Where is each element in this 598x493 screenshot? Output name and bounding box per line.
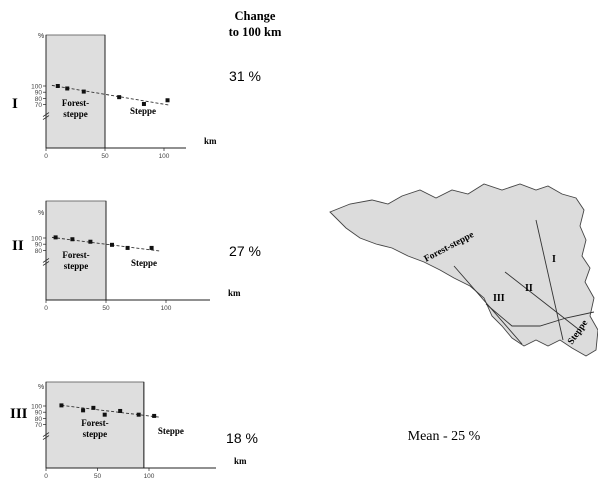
data-point bbox=[55, 84, 60, 88]
zone-label-forest-steppe: Forest-steppe bbox=[81, 418, 108, 439]
y-axis-label: % bbox=[38, 384, 44, 391]
y-tick-label: 100 bbox=[31, 236, 42, 243]
header-line-2: to 100 km bbox=[229, 25, 282, 39]
map-profile-label-III: III bbox=[493, 293, 505, 304]
panel-label: I bbox=[12, 96, 18, 112]
y-axis-break bbox=[42, 258, 50, 263]
y-tick-label: 90 bbox=[35, 242, 43, 249]
data-point bbox=[91, 405, 96, 410]
header-line-1: Change bbox=[235, 9, 276, 23]
y-tick-label: 100 bbox=[31, 84, 42, 91]
x-axis-label: km bbox=[234, 456, 247, 466]
data-point bbox=[102, 412, 107, 417]
map-profile-label-I: I bbox=[552, 254, 556, 265]
x-axis-label: km bbox=[204, 136, 217, 146]
y-tick-label: 90 bbox=[35, 410, 43, 417]
forest-steppe-zone bbox=[45, 381, 145, 469]
y-tick-label: 90 bbox=[35, 90, 43, 97]
x-axis-label: km bbox=[228, 288, 241, 298]
x-tick-label: 100 bbox=[159, 153, 170, 160]
x-tick-label: 100 bbox=[161, 305, 172, 312]
data-point bbox=[152, 413, 157, 418]
x-tick-label: 50 bbox=[102, 305, 110, 312]
data-point bbox=[59, 403, 64, 408]
forest-steppe-zone bbox=[45, 34, 106, 149]
profile-line-III bbox=[453, 265, 523, 345]
y-tick-label: 70 bbox=[35, 422, 43, 429]
zone-label-forest-steppe: Forest-steppe bbox=[62, 98, 89, 119]
data-point bbox=[118, 408, 123, 413]
change-percentage: 31 % bbox=[229, 68, 261, 84]
x-tick-label: 0 bbox=[44, 473, 48, 480]
region-outline bbox=[329, 183, 598, 357]
y-tick-label: 80 bbox=[35, 96, 43, 103]
x-tick-label: 100 bbox=[144, 473, 155, 480]
zone-label-steppe: Steppe bbox=[158, 426, 184, 436]
data-point bbox=[110, 242, 114, 247]
x-tick-label: 50 bbox=[94, 473, 102, 480]
change-percentage: 18 % bbox=[226, 430, 258, 446]
change-percentage: 27 % bbox=[229, 243, 261, 259]
x-tick-label: 0 bbox=[44, 305, 48, 312]
y-axis-label: % bbox=[38, 33, 44, 40]
trend-line bbox=[51, 236, 161, 252]
trend-line bbox=[61, 404, 160, 418]
data-point bbox=[81, 408, 86, 413]
data-point bbox=[125, 245, 130, 250]
y-axis-break bbox=[42, 261, 50, 266]
mean-label: Mean - 25 % bbox=[408, 429, 481, 444]
y-axis-break bbox=[42, 435, 50, 440]
y-tick-label: 70 bbox=[35, 102, 43, 109]
y-axis-break bbox=[42, 432, 50, 437]
data-point bbox=[141, 101, 146, 106]
zone-label-steppe: Steppe bbox=[130, 106, 156, 116]
y-axis-label: % bbox=[38, 210, 44, 217]
y-axis-break bbox=[42, 115, 50, 120]
x-tick-label: 0 bbox=[44, 153, 48, 160]
y-axis-break bbox=[42, 112, 50, 117]
data-point bbox=[165, 98, 170, 103]
data-point bbox=[65, 86, 70, 91]
region-map: Forest-steppe Steppe I II III bbox=[329, 183, 598, 357]
map-profile-label-II: II bbox=[525, 283, 533, 294]
zone-boundary-line bbox=[485, 303, 595, 327]
panel-label: III bbox=[10, 406, 28, 422]
zone-label-forest-steppe: Forest-steppe bbox=[62, 250, 89, 271]
y-tick-label: 80 bbox=[35, 248, 43, 255]
data-point bbox=[70, 237, 75, 242]
data-point bbox=[149, 245, 154, 250]
profile-line-II bbox=[504, 271, 583, 333]
data-point bbox=[117, 95, 122, 100]
zone-label-steppe: Steppe bbox=[131, 258, 157, 268]
data-point bbox=[88, 239, 93, 244]
data-point bbox=[81, 89, 86, 94]
panel-label: II bbox=[12, 238, 24, 254]
data-point bbox=[53, 235, 58, 240]
data-point bbox=[136, 412, 141, 417]
x-tick-label: 50 bbox=[101, 153, 109, 160]
y-tick-label: 80 bbox=[35, 416, 43, 423]
y-tick-label: 100 bbox=[31, 404, 42, 411]
